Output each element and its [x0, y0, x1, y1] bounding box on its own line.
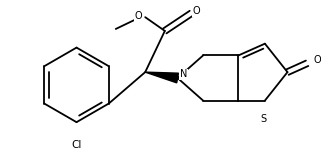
Polygon shape	[145, 72, 178, 83]
Text: O: O	[134, 11, 142, 21]
Text: N: N	[180, 69, 187, 79]
Text: S: S	[260, 114, 266, 124]
Text: Cl: Cl	[71, 140, 82, 150]
Text: O: O	[314, 55, 321, 65]
Text: O: O	[192, 6, 200, 16]
